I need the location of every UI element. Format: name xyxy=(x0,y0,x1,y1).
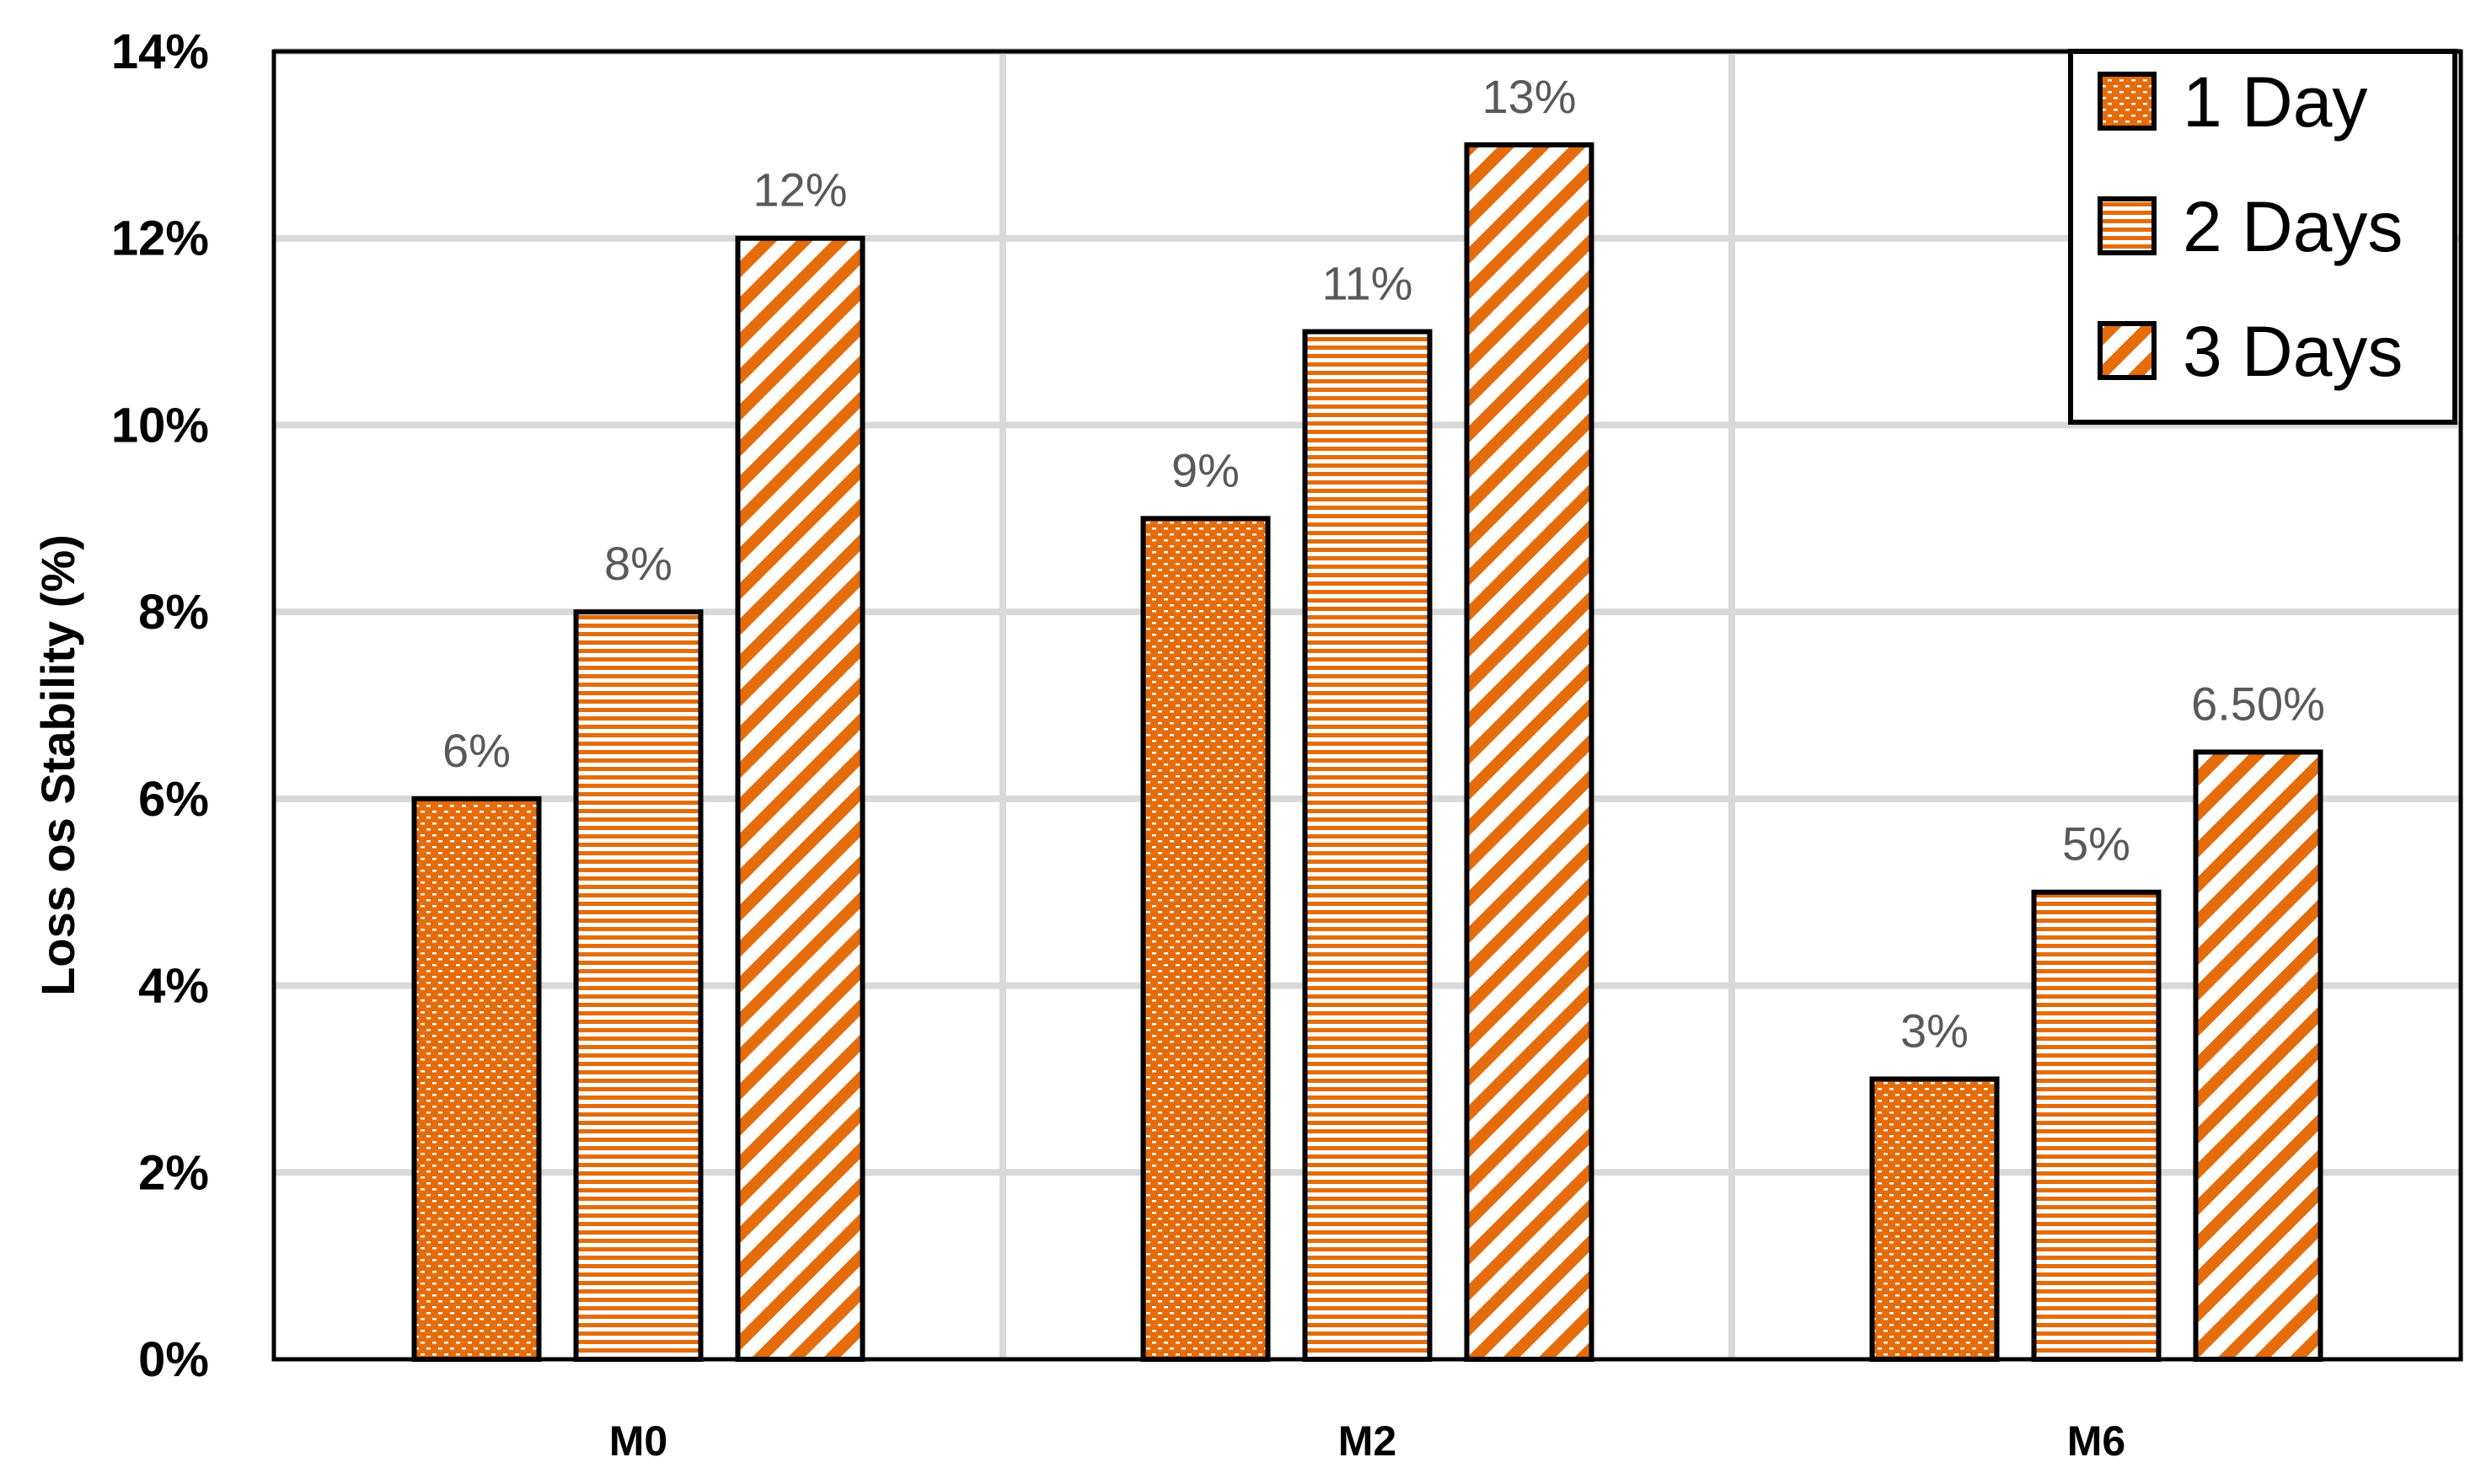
legend-swatch-3-days xyxy=(2098,321,2157,380)
data-label-m6-3-days: 6.50% xyxy=(2191,677,2325,730)
bar-m6-3-days xyxy=(2193,749,2323,1362)
bar-m0-1-day xyxy=(411,796,542,1362)
bar-m2-3-days xyxy=(1464,142,1594,1362)
y-tick-label-2: 4% xyxy=(138,959,209,1014)
y-tick-label-5: 10% xyxy=(111,398,209,453)
y-tick-label-6: 12% xyxy=(111,212,209,266)
data-label-m0-2-days: 8% xyxy=(604,537,672,590)
data-label-m6-1-day: 3% xyxy=(1900,1004,1969,1057)
legend-label-3-days: 3 Days xyxy=(2183,312,2403,391)
x-axis-ticks: M0 M2 M6 xyxy=(609,1417,2125,1465)
data-label-m6-2-days: 5% xyxy=(2062,817,2130,871)
y-tick-label-3: 6% xyxy=(138,772,209,827)
x-tick-label-m6: M6 xyxy=(2067,1417,2125,1465)
y-tick-label-0: 0% xyxy=(138,1332,209,1387)
bar-m0-3-days xyxy=(735,235,865,1363)
data-label-m2-1-day: 9% xyxy=(1171,443,1240,496)
data-labels: 6% 8% 12% 9% 11% 13% 3% 5% 6.50% xyxy=(442,70,2325,1058)
bar-m2-2-days xyxy=(1302,329,1433,1363)
y-tick-label-1: 2% xyxy=(138,1145,209,1200)
legend-label-2-days: 2 Days xyxy=(2183,187,2403,266)
bars xyxy=(411,142,2323,1363)
bar-m2-1-day xyxy=(1140,516,1271,1362)
legend-swatch-2-days xyxy=(2098,196,2157,255)
y-axis-title: Loss os Stability (%) xyxy=(31,534,84,996)
x-tick-label-m0: M0 xyxy=(609,1417,667,1465)
y-tick-label-4: 8% xyxy=(138,585,209,640)
data-label-m0-1-day: 6% xyxy=(442,724,511,777)
bar-m0-2-days xyxy=(573,609,704,1362)
data-label-m2-2-days: 11% xyxy=(1322,257,1413,310)
legend-swatch-1-day xyxy=(2098,72,2157,131)
x-tick-label-m2: M2 xyxy=(1338,1417,1396,1465)
data-label-m0-3-days: 12% xyxy=(753,163,847,217)
y-axis-ticks: 0% 2% 4% 6% 8% 10% 12% 14% xyxy=(111,24,209,1387)
bar-m6-1-day xyxy=(1869,1076,2000,1363)
y-tick-label-7: 14% xyxy=(111,24,209,79)
bar-m6-2-days xyxy=(2031,889,2162,1362)
legend-label-1-day: 1 Day xyxy=(2183,62,2367,142)
data-label-m2-3-days: 13% xyxy=(1482,70,1576,123)
legend: 1 Day 2 Days 3 Days xyxy=(2068,49,2457,425)
